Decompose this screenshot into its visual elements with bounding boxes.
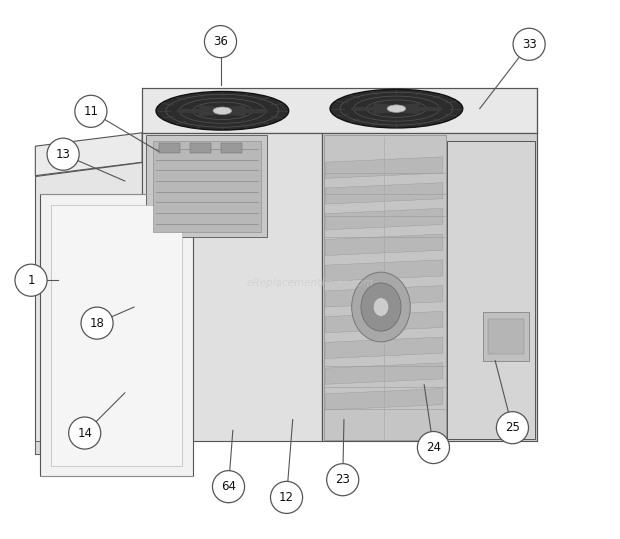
Polygon shape <box>326 157 443 178</box>
Ellipse shape <box>352 272 410 342</box>
Polygon shape <box>190 143 211 153</box>
Polygon shape <box>153 141 260 232</box>
Polygon shape <box>322 133 537 441</box>
Polygon shape <box>326 363 443 384</box>
Ellipse shape <box>156 92 289 130</box>
Ellipse shape <box>513 28 545 60</box>
Ellipse shape <box>330 89 463 128</box>
Text: 36: 36 <box>213 35 228 48</box>
Ellipse shape <box>497 412 528 444</box>
Text: 13: 13 <box>56 148 71 161</box>
Polygon shape <box>142 88 537 133</box>
Polygon shape <box>324 135 446 440</box>
Ellipse shape <box>327 464 359 496</box>
Text: 23: 23 <box>335 473 350 486</box>
Ellipse shape <box>213 107 232 114</box>
Ellipse shape <box>81 307 113 339</box>
Text: 14: 14 <box>78 426 92 439</box>
Text: 18: 18 <box>90 316 105 330</box>
Text: 11: 11 <box>83 105 99 118</box>
Ellipse shape <box>270 481 303 514</box>
Polygon shape <box>483 313 529 361</box>
Polygon shape <box>447 141 535 439</box>
Polygon shape <box>51 205 182 466</box>
Text: eReplacementParts.com: eReplacementParts.com <box>246 278 374 288</box>
Ellipse shape <box>361 283 401 331</box>
Polygon shape <box>35 162 142 454</box>
Ellipse shape <box>417 432 450 464</box>
Polygon shape <box>159 143 180 153</box>
Polygon shape <box>326 389 443 410</box>
Polygon shape <box>326 183 443 204</box>
Polygon shape <box>326 234 443 255</box>
Ellipse shape <box>15 264 47 296</box>
Polygon shape <box>35 133 142 176</box>
Polygon shape <box>326 337 443 358</box>
Text: 25: 25 <box>505 421 520 434</box>
Ellipse shape <box>213 471 244 503</box>
Text: 64: 64 <box>221 480 236 493</box>
Polygon shape <box>326 260 443 281</box>
Polygon shape <box>326 209 443 230</box>
Ellipse shape <box>75 95 107 127</box>
Text: 33: 33 <box>522 38 536 51</box>
Polygon shape <box>146 135 267 237</box>
Polygon shape <box>40 195 193 476</box>
Ellipse shape <box>205 25 237 58</box>
Polygon shape <box>35 441 142 454</box>
Polygon shape <box>488 319 524 354</box>
Ellipse shape <box>69 417 101 449</box>
Polygon shape <box>326 312 443 333</box>
Polygon shape <box>142 133 322 441</box>
Ellipse shape <box>47 138 79 170</box>
Ellipse shape <box>373 298 389 316</box>
Ellipse shape <box>387 105 405 113</box>
Text: 1: 1 <box>27 274 35 287</box>
Text: 12: 12 <box>279 491 294 504</box>
Text: 24: 24 <box>426 441 441 454</box>
Polygon shape <box>221 143 242 153</box>
Polygon shape <box>326 286 443 307</box>
